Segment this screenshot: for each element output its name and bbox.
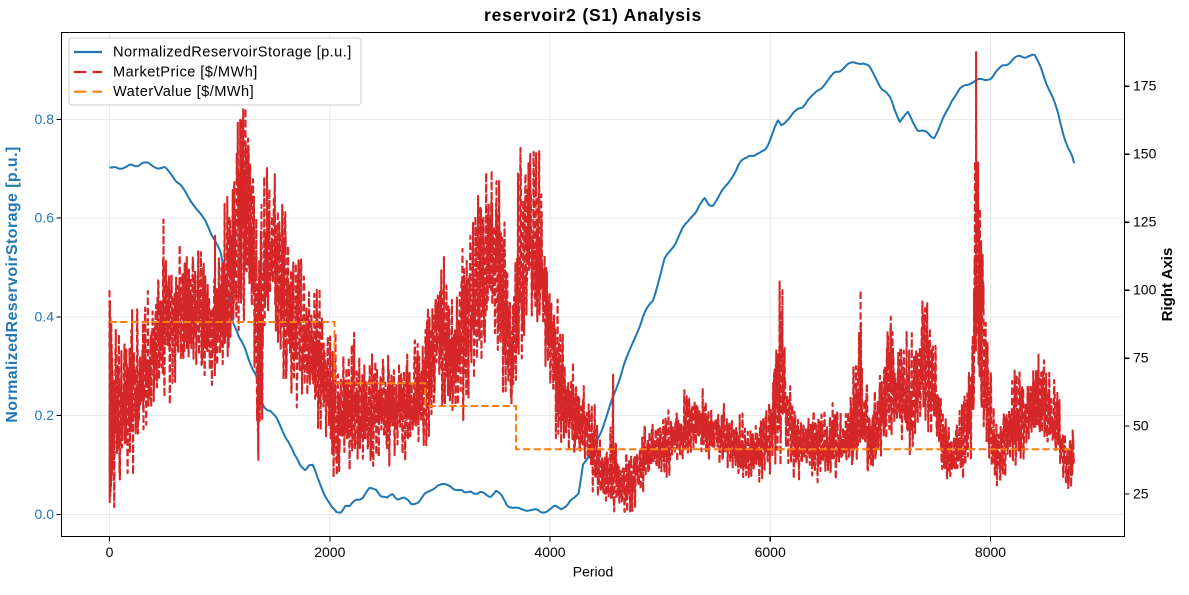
svg-text:50: 50 [1133, 418, 1149, 434]
svg-text:100: 100 [1133, 282, 1157, 298]
svg-text:175: 175 [1133, 78, 1157, 94]
svg-text:125: 125 [1133, 214, 1157, 230]
svg-text:Period: Period [573, 564, 613, 580]
svg-text:WaterValue [$/MWh]: WaterValue [$/MWh] [113, 84, 254, 100]
svg-text:0.6: 0.6 [35, 210, 55, 226]
svg-text:NormalizedReservoirStorage [p.: NormalizedReservoirStorage [p.u.] [113, 45, 352, 61]
svg-text:6000: 6000 [755, 544, 786, 560]
svg-text:25: 25 [1133, 486, 1149, 502]
svg-text:0: 0 [106, 544, 114, 560]
svg-text:reservoir2 (S1) Analysis: reservoir2 (S1) Analysis [484, 5, 702, 25]
svg-text:Right Axis: Right Axis [1159, 248, 1176, 322]
svg-text:0.8: 0.8 [35, 111, 55, 127]
svg-text:2000: 2000 [314, 544, 345, 560]
svg-text:4000: 4000 [534, 544, 565, 560]
svg-text:75: 75 [1133, 350, 1149, 366]
svg-text:NormalizedReservoirStorage [p.: NormalizedReservoirStorage [p.u.] [4, 146, 21, 422]
svg-text:8000: 8000 [975, 544, 1006, 560]
svg-text:0.4: 0.4 [35, 308, 55, 324]
svg-text:0.2: 0.2 [35, 407, 55, 423]
svg-text:150: 150 [1133, 146, 1157, 162]
svg-text:MarketPrice [$/MWh]: MarketPrice [$/MWh] [113, 65, 258, 81]
svg-text:0.0: 0.0 [35, 506, 55, 522]
